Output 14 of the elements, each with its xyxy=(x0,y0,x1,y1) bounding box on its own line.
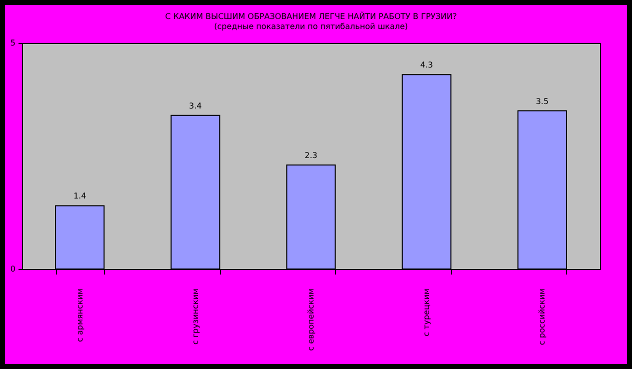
data-label: 3.4 xyxy=(189,101,202,110)
x-tick-label: с турецким xyxy=(422,288,432,336)
data-label: 3.5 xyxy=(536,96,549,106)
data-label: 4.3 xyxy=(420,60,433,70)
y-tick-label: 5 xyxy=(10,38,16,48)
x-tick-label: с европейским xyxy=(306,288,316,351)
data-label: 1.4 xyxy=(73,192,86,201)
x-tick-label: с грузинским xyxy=(190,288,200,345)
x-tick-label: с российским xyxy=(538,288,547,346)
x-tick-label: с армянским xyxy=(75,288,84,342)
y-tick-label: 0 xyxy=(10,264,16,274)
chart-title: С КАКИМ ВЫСШИМ ОБРАЗОВАНИЕМ ЛЕГЧЕ НАЙТИ РАБОТУ В ГРУЗИИ? xyxy=(165,11,457,21)
data-label: 2.3 xyxy=(304,151,318,160)
chart-subtitle: (средные показатели по пятибальной шкале) xyxy=(214,22,408,31)
